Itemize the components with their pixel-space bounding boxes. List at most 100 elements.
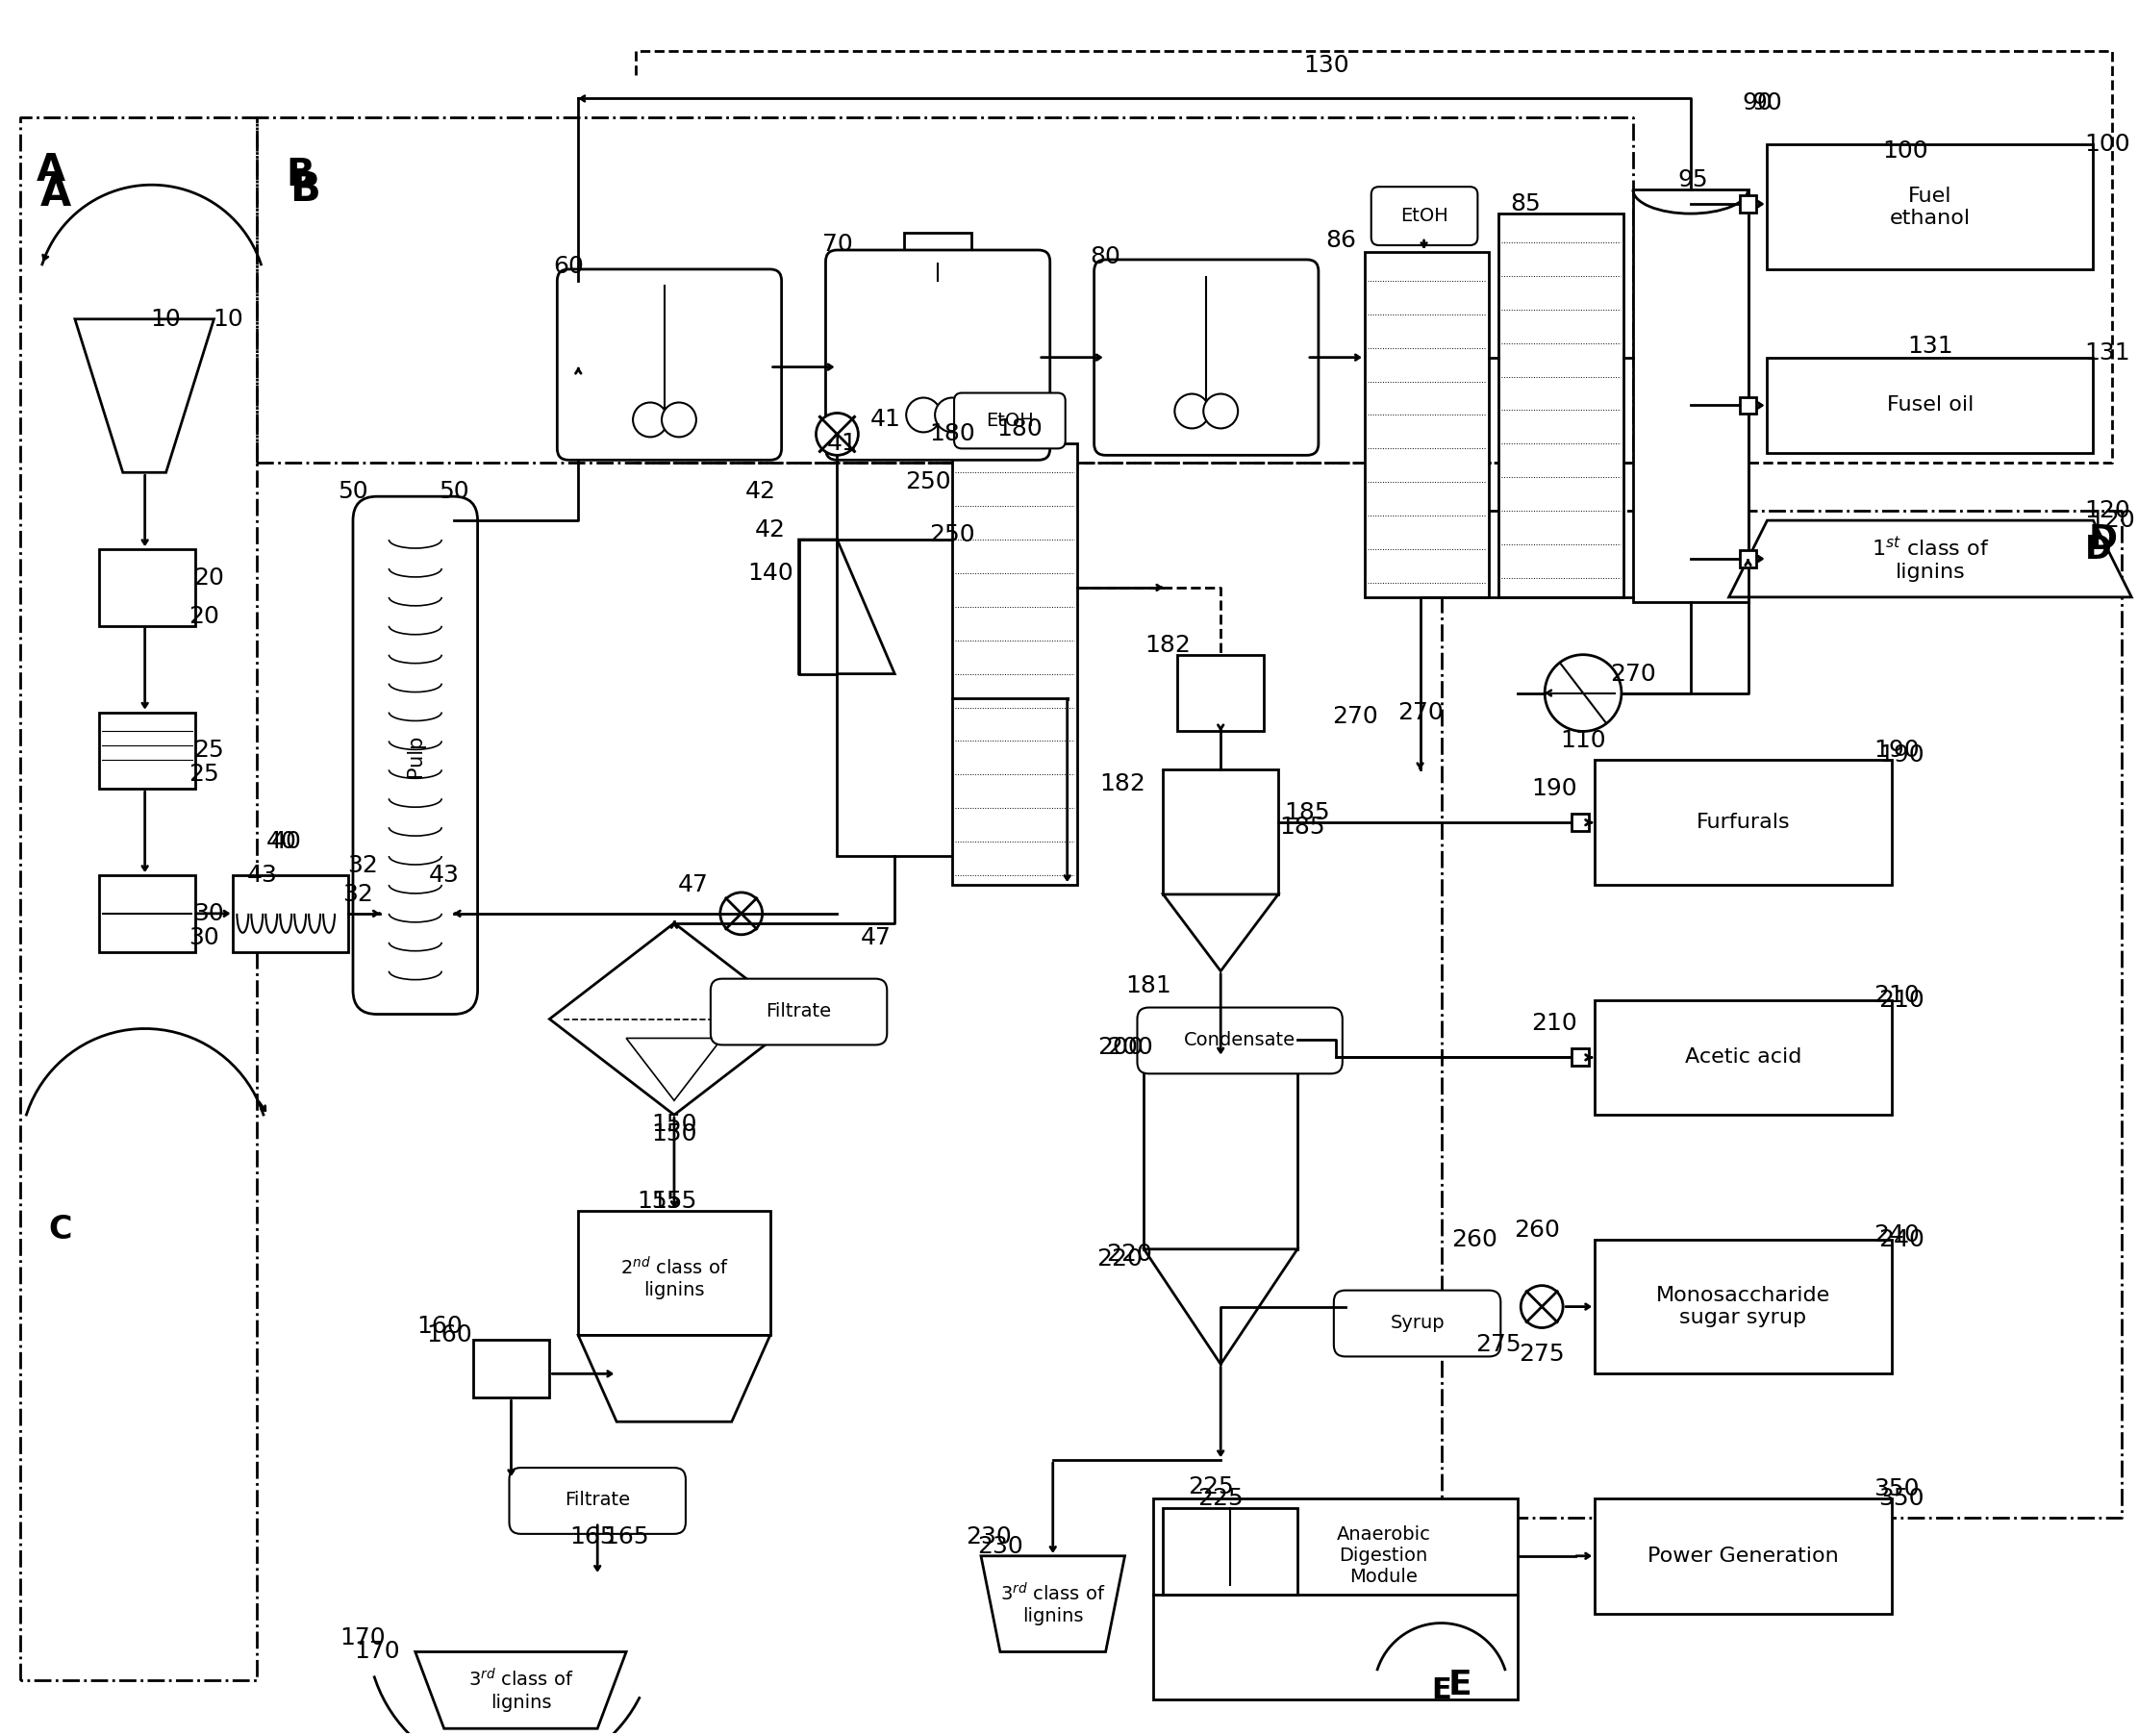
Text: 3$^{rd}$ class of
lignins: 3$^{rd}$ class of lignins [1001,1581,1105,1625]
Circle shape [633,403,667,437]
Text: B: B [291,170,321,210]
Text: 120: 120 [2089,509,2136,531]
Text: Filtrate: Filtrate [564,1491,631,1510]
Text: 70: 70 [821,233,853,255]
Text: EtOH: EtOH [1400,207,1447,224]
Text: C: C [49,1213,73,1246]
Text: 180: 180 [930,422,975,446]
Bar [1768,144,2093,269]
Circle shape [1174,394,1210,429]
Text: 160: 160 [425,1325,472,1347]
Text: 47: 47 [678,873,708,896]
Text: 120: 120 [2085,500,2132,523]
Text: 95: 95 [1676,168,1708,191]
Bar [1155,1498,1518,1700]
Text: 270: 270 [1332,705,1377,729]
Text: 200: 200 [1107,1036,1152,1059]
Bar [838,540,1067,856]
Text: 250: 250 [930,523,975,547]
Text: 100: 100 [1881,139,1928,163]
Text: 32: 32 [342,884,374,906]
FancyBboxPatch shape [1095,260,1319,455]
Text: 165: 165 [603,1526,650,1549]
Text: 182: 182 [1146,634,1191,656]
Text: EtOH: EtOH [986,411,1033,431]
Text: 170: 170 [355,1641,400,1663]
Bar [1163,1509,1298,1594]
Text: 43: 43 [430,863,460,887]
Text: 42: 42 [744,481,776,503]
Text: 150: 150 [652,1113,697,1135]
Bar [1740,398,1757,413]
Text: 90: 90 [1742,92,1772,115]
Text: 150: 150 [652,1123,697,1146]
FancyBboxPatch shape [1370,187,1477,245]
Text: 41: 41 [870,408,900,431]
Polygon shape [1144,1250,1298,1364]
Text: Acetic acid: Acetic acid [1685,1049,1802,1068]
Bar [98,875,195,951]
Text: 110: 110 [1561,729,1606,752]
Circle shape [721,892,763,934]
Text: Furfurals: Furfurals [1695,812,1790,832]
Circle shape [1546,654,1621,731]
Text: 85: 85 [1509,193,1541,215]
Text: Syrup: Syrup [1390,1314,1445,1332]
Polygon shape [626,1038,723,1101]
Text: 41: 41 [827,432,857,455]
Text: Fuel
ethanol: Fuel ethanol [1890,186,1971,227]
Bar [1178,654,1264,731]
Text: 25: 25 [188,764,220,786]
FancyBboxPatch shape [1137,1007,1343,1073]
Text: 80: 80 [1090,245,1120,269]
Circle shape [907,398,941,432]
Text: 43: 43 [246,863,278,887]
Text: 30: 30 [188,925,220,950]
Text: 131: 131 [1907,335,1954,358]
Text: 170: 170 [340,1627,385,1649]
Text: 40: 40 [272,830,301,852]
Text: A: A [36,153,66,189]
Bar [904,233,971,264]
Text: 90: 90 [1751,92,1783,115]
Text: 230: 230 [977,1535,1024,1557]
Bar [1740,550,1757,568]
Circle shape [1520,1286,1563,1328]
Bar [1571,1049,1589,1066]
Text: 270: 270 [1396,701,1443,724]
Text: 50: 50 [338,481,368,503]
Text: 350: 350 [1873,1477,1920,1500]
Text: 350: 350 [1879,1486,1924,1510]
Text: 10: 10 [214,307,244,330]
Bar [1499,214,1623,597]
Circle shape [1204,394,1238,429]
Text: D: D [2089,523,2117,556]
Text: 181: 181 [1127,974,1172,996]
Text: 190: 190 [1873,740,1920,762]
Text: A: A [41,174,71,215]
Polygon shape [415,1653,626,1729]
FancyBboxPatch shape [353,496,477,1014]
Bar [1144,1057,1298,1250]
Polygon shape [549,924,800,1115]
Text: Monosaccharide
sugar syrup: Monosaccharide sugar syrup [1657,1286,1830,1328]
Text: 230: 230 [966,1526,1011,1549]
Text: Pulp: Pulp [406,734,425,776]
Bar [1571,814,1589,832]
Text: 275: 275 [1475,1333,1522,1356]
Bar [1595,760,1892,885]
Text: 100: 100 [2085,134,2129,156]
Text: 240: 240 [1879,1227,1924,1252]
Circle shape [817,413,857,455]
Text: 130: 130 [1304,54,1349,76]
Text: 20: 20 [195,566,224,590]
Text: 140: 140 [746,562,793,585]
Polygon shape [981,1555,1125,1653]
Text: 270: 270 [1610,663,1657,686]
Text: 47: 47 [859,925,892,950]
Text: Power Generation: Power Generation [1648,1547,1839,1566]
Text: 250: 250 [904,470,951,493]
Text: 20: 20 [188,604,220,628]
FancyBboxPatch shape [558,269,783,460]
Bar [1364,252,1490,597]
